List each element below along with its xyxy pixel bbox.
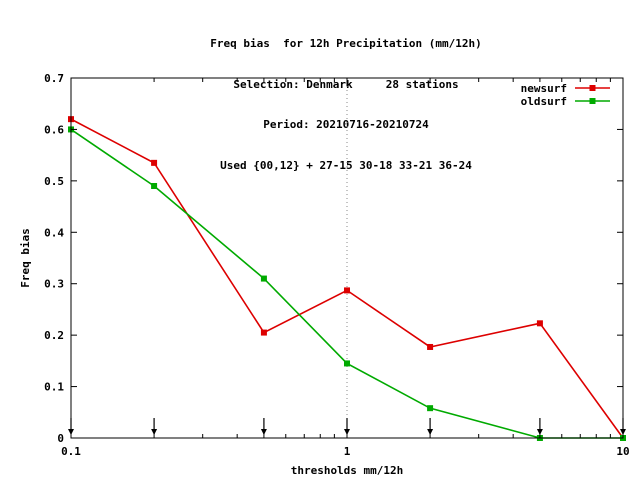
y-tick-label: 0.2: [44, 329, 64, 342]
y-tick-label: 0: [57, 432, 64, 445]
y-tick-label: 0.6: [44, 123, 64, 136]
x-tick-label: 10: [616, 445, 629, 458]
data-point-oldsurf: [344, 360, 350, 367]
data-point-oldsurf: [151, 183, 158, 189]
y-axis-label: Freq bias: [19, 228, 32, 288]
y-tick-label: 0.4: [44, 226, 64, 239]
data-point-oldsurf: [260, 275, 267, 282]
data-point-oldsurf: [427, 405, 434, 412]
data-point-newsurf: [536, 320, 543, 327]
title-line-3: Period: 20210716-20210724: [263, 118, 429, 131]
x-tick-label: 1: [344, 445, 351, 458]
y-tick-label: 0.1: [44, 381, 64, 394]
axes: 00.10.20.30.40.50.60.70.1 1 10: [44, 72, 630, 458]
threshold-arrow-head: [260, 429, 267, 435]
title-line-1: Freq bias for 12h Precipitation (mm/12h): [210, 37, 482, 50]
title-line-4: Used {00,12} + 27-15 30-18 33-21 36-24: [220, 158, 472, 172]
title-line-2: Selection: Denmark 28 stations: [233, 77, 459, 91]
legend-label-newsurf: newsurf: [521, 82, 567, 95]
chart-title: Freq bias for 12h Precipitation (mm/12h)…: [0, 10, 640, 186]
threshold-arrow-head: [427, 429, 434, 435]
legend-marker-newsurf: [589, 85, 596, 91]
legend-marker-oldsurf: [589, 98, 596, 104]
x-axis-label: thresholds mm/12h: [291, 464, 404, 477]
y-tick-label: 0.7: [44, 72, 64, 85]
y-tick-label: 0.5: [44, 175, 64, 188]
y-tick-label: 0.3: [44, 278, 64, 291]
series-line-oldsurf: [70, 128, 623, 439]
data-point-newsurf: [427, 343, 434, 350]
data-point-newsurf: [260, 329, 267, 336]
threshold-arrow-head: [151, 429, 158, 435]
threshold-arrow-head: [536, 429, 543, 435]
data-point-newsurf: [344, 287, 350, 294]
grid: [71, 77, 623, 438]
data-point-newsurf: [151, 159, 158, 166]
legend-label-oldsurf: oldsurf: [521, 95, 567, 108]
x-tick-label: 0.1: [61, 445, 81, 458]
